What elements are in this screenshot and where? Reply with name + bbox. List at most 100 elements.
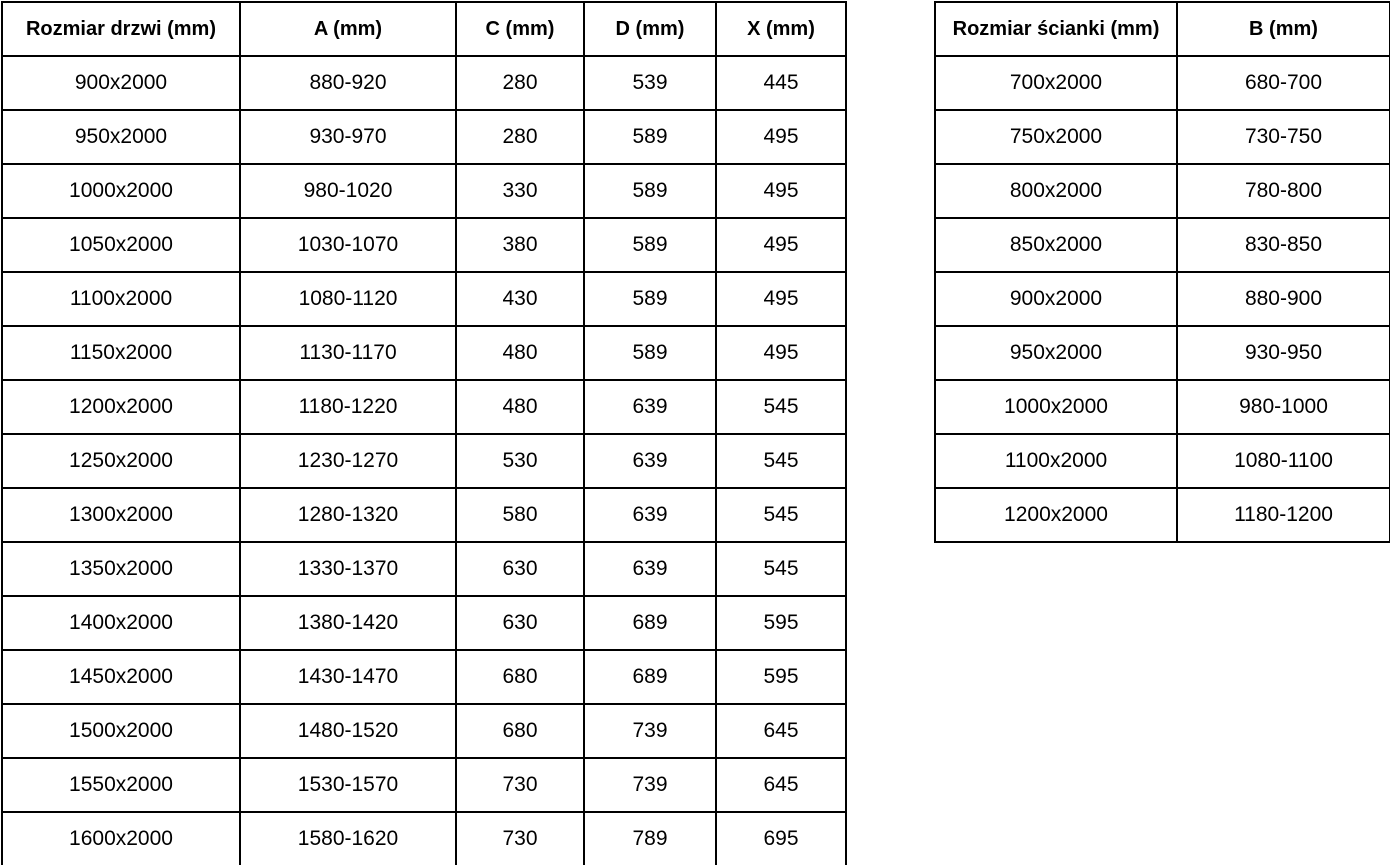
table-row: 1400x2000 1380-1420 630 689 595 — [1, 595, 847, 651]
table-row: 900x2000 880-900 — [934, 271, 1390, 327]
table-cell: 1400x2000 — [1, 595, 241, 651]
table-cell: 330 — [455, 163, 585, 219]
table-cell: 700x2000 — [934, 55, 1178, 111]
table-cell: 1300x2000 — [1, 487, 241, 543]
table-cell: 595 — [715, 595, 847, 651]
header-row: Rozmiar drzwi (mm) A (mm) C (mm) D (mm) X (m… — [1, 1, 847, 57]
table-cell: 1180-1220 — [239, 379, 457, 435]
table-cell: 530 — [455, 433, 585, 489]
table-cell: 1080-1100 — [1176, 433, 1390, 489]
table-row: 750x2000 730-750 — [934, 109, 1390, 165]
table-cell: 1500x2000 — [1, 703, 241, 759]
table-cell: 1150x2000 — [1, 325, 241, 381]
table-row: 1550x2000 1530-1570 730 739 645 — [1, 757, 847, 813]
table-cell: 645 — [715, 757, 847, 813]
table-cell: 830-850 — [1176, 217, 1390, 273]
table-row: 1000x2000 980-1000 — [934, 379, 1390, 435]
table-cell: 645 — [715, 703, 847, 759]
table-cell: 980-1020 — [239, 163, 457, 219]
table-cell: 850x2000 — [934, 217, 1178, 273]
column-header: Rozmiar ścianki (mm) — [934, 1, 1178, 57]
table-cell: 545 — [715, 541, 847, 597]
table-cell: 480 — [455, 379, 585, 435]
table-cell: 1550x2000 — [1, 757, 241, 813]
table-cell: 950x2000 — [934, 325, 1178, 381]
table-row: 1200x2000 1180-1200 — [934, 487, 1390, 543]
table-cell: 880-920 — [239, 55, 457, 111]
table-cell: 730-750 — [1176, 109, 1390, 165]
column-header: C (mm) — [455, 1, 585, 57]
table-cell: 680 — [455, 649, 585, 705]
table-row: 900x2000 880-920 280 539 445 — [1, 55, 847, 111]
table-row: 1050x2000 1030-1070 380 589 495 — [1, 217, 847, 273]
header-row: Rozmiar ścianki (mm) B (mm) — [934, 1, 1390, 57]
table-row: 700x2000 680-700 — [934, 55, 1390, 111]
table-cell: 730 — [455, 811, 585, 865]
table-cell: 380 — [455, 217, 585, 273]
table-cell: 539 — [583, 55, 717, 111]
table-cell: 589 — [583, 163, 717, 219]
table-cell: 1200x2000 — [1, 379, 241, 435]
table-cell: 739 — [583, 703, 717, 759]
table-cell: 1600x2000 — [1, 811, 241, 865]
table-cell: 1030-1070 — [239, 217, 457, 273]
table-cell: 1280-1320 — [239, 487, 457, 543]
table-cell: 589 — [583, 271, 717, 327]
table-cell: 1000x2000 — [1, 163, 241, 219]
table-row: 1350x2000 1330-1370 630 639 545 — [1, 541, 847, 597]
column-header: D (mm) — [583, 1, 717, 57]
table-row: 1450x2000 1430-1470 680 689 595 — [1, 649, 847, 705]
table-cell: 280 — [455, 109, 585, 165]
table-cell: 630 — [455, 595, 585, 651]
table-row: 1500x2000 1480-1520 680 739 645 — [1, 703, 847, 759]
table-row: 800x2000 780-800 — [934, 163, 1390, 219]
table-cell: 495 — [715, 163, 847, 219]
table-cell: 280 — [455, 55, 585, 111]
table-row: 1150x2000 1130-1170 480 589 495 — [1, 325, 847, 381]
table-cell: 595 — [715, 649, 847, 705]
table-cell: 480 — [455, 325, 585, 381]
table-cell: 695 — [715, 811, 847, 865]
table-cell: 680-700 — [1176, 55, 1390, 111]
table-cell: 1130-1170 — [239, 325, 457, 381]
table-row: 950x2000 930-970 280 589 495 — [1, 109, 847, 165]
table-cell: 750x2000 — [934, 109, 1178, 165]
table-row: 1000x2000 980-1020 330 589 495 — [1, 163, 847, 219]
wall-size-table: Rozmiar ścianki (mm) B (mm) 700x2000 680-70… — [934, 1, 1390, 543]
table-cell: 1480-1520 — [239, 703, 457, 759]
table-cell: 1230-1270 — [239, 433, 457, 489]
table-cell: 639 — [583, 487, 717, 543]
table-cell: 1050x2000 — [1, 217, 241, 273]
table-cell: 1350x2000 — [1, 541, 241, 597]
table-cell: 930-950 — [1176, 325, 1390, 381]
table-cell: 1000x2000 — [934, 379, 1178, 435]
table-cell: 900x2000 — [1, 55, 241, 111]
table-row: 1100x2000 1080-1120 430 589 495 — [1, 271, 847, 327]
table-cell: 589 — [583, 109, 717, 165]
table-cell: 589 — [583, 217, 717, 273]
table-row: 1250x2000 1230-1270 530 639 545 — [1, 433, 847, 489]
table-cell: 739 — [583, 757, 717, 813]
table-cell: 495 — [715, 325, 847, 381]
table-cell: 800x2000 — [934, 163, 1178, 219]
table-cell: 445 — [715, 55, 847, 111]
table-row: 1600x2000 1580-1620 730 789 695 — [1, 811, 847, 865]
table-cell: 1530-1570 — [239, 757, 457, 813]
table-row: 1200x2000 1180-1220 480 639 545 — [1, 379, 847, 435]
table-cell: 1380-1420 — [239, 595, 457, 651]
table-cell: 1200x2000 — [934, 487, 1178, 543]
table-cell: 1180-1200 — [1176, 487, 1390, 543]
table-row: 1300x2000 1280-1320 580 639 545 — [1, 487, 847, 543]
table-cell: 980-1000 — [1176, 379, 1390, 435]
table-cell: 680 — [455, 703, 585, 759]
table-cell: 430 — [455, 271, 585, 327]
table-cell: 495 — [715, 217, 847, 273]
table-cell: 780-800 — [1176, 163, 1390, 219]
table-cell: 689 — [583, 595, 717, 651]
table-cell: 1100x2000 — [934, 433, 1178, 489]
column-header: X (mm) — [715, 1, 847, 57]
table-cell: 495 — [715, 271, 847, 327]
table-cell: 1430-1470 — [239, 649, 457, 705]
table-cell: 639 — [583, 541, 717, 597]
table-cell: 545 — [715, 487, 847, 543]
